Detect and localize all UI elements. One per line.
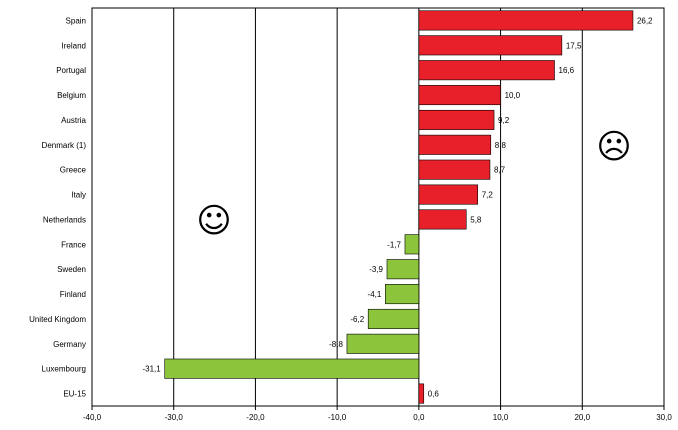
bar bbox=[164, 358, 420, 379]
category-label: EU-15 bbox=[63, 390, 86, 399]
x-axis: -40,0 -30,0 -20,0 -10,0 0,0 10,0 20,0 30,0 bbox=[83, 406, 672, 422]
x-tick-label: -30,0 bbox=[165, 413, 184, 422]
bar bbox=[386, 259, 420, 280]
bar bbox=[418, 134, 492, 155]
bar bbox=[418, 35, 563, 56]
value-label: -3,9 bbox=[369, 265, 383, 274]
value-label: 8,7 bbox=[494, 166, 506, 175]
category-label: Germany bbox=[53, 340, 86, 349]
bars bbox=[164, 10, 634, 404]
sad-face-icon: ☹ bbox=[596, 127, 631, 167]
value-label: 5,8 bbox=[470, 215, 482, 224]
bar bbox=[418, 383, 425, 404]
category-label: Ireland bbox=[62, 41, 86, 50]
bar bbox=[418, 10, 634, 31]
value-label: -6,2 bbox=[350, 315, 364, 324]
bar bbox=[404, 234, 420, 255]
category-label: Luxembourg bbox=[42, 365, 86, 374]
x-tick-label: 30,0 bbox=[656, 413, 672, 422]
value-label: 16,6 bbox=[559, 66, 575, 75]
bar bbox=[418, 159, 491, 180]
bar bbox=[418, 109, 495, 130]
category-label: Belgium bbox=[57, 91, 86, 100]
bar bbox=[418, 60, 555, 81]
category-label: United Kingdom bbox=[29, 315, 86, 324]
value-label: 26,2 bbox=[637, 16, 653, 25]
bar bbox=[367, 308, 420, 329]
x-tick-label: -10,0 bbox=[328, 413, 347, 422]
category-labels: Spain Ireland Portugal Belgium Austria Denmar… bbox=[29, 16, 86, 398]
category-label: Portugal bbox=[56, 66, 86, 75]
category-label: Finland bbox=[60, 290, 86, 299]
value-label: -31,1 bbox=[142, 365, 161, 374]
value-label: 7,2 bbox=[482, 191, 494, 200]
value-label: 10,0 bbox=[505, 91, 521, 100]
category-label: Spain bbox=[66, 16, 86, 25]
category-label: Denmark (1) bbox=[42, 141, 87, 150]
category-label: France bbox=[61, 240, 86, 249]
category-label: Italy bbox=[71, 191, 86, 200]
category-label: Greece bbox=[60, 166, 87, 175]
x-tick-label: 20,0 bbox=[574, 413, 590, 422]
value-label: -8,8 bbox=[329, 340, 343, 349]
bar bbox=[418, 85, 501, 106]
bar bbox=[385, 284, 420, 305]
category-label: Austria bbox=[61, 116, 86, 125]
category-label: Sweden bbox=[57, 265, 86, 274]
value-label: -1,7 bbox=[387, 240, 401, 249]
value-label: 0,6 bbox=[428, 390, 440, 399]
value-label: -4,1 bbox=[368, 290, 382, 299]
x-tick-label: -20,0 bbox=[246, 413, 265, 422]
bar bbox=[418, 184, 478, 205]
bar bbox=[346, 333, 420, 354]
bar bbox=[418, 209, 467, 230]
category-label: Netherlands bbox=[43, 215, 86, 224]
happy-face-icon: ☺ bbox=[196, 201, 231, 241]
x-tick-label: -40,0 bbox=[83, 413, 102, 422]
value-label: 9,2 bbox=[498, 116, 510, 125]
x-tick-label: 10,0 bbox=[493, 413, 509, 422]
value-label: 17,5 bbox=[566, 41, 582, 50]
value-labels: 26,2 17,5 16,6 10,0 9,2 8,8 8,7 7,2 5,8 -1,7 -3,9 -… bbox=[142, 16, 653, 398]
value-label: 8,8 bbox=[495, 141, 507, 150]
x-tick-label: 0,0 bbox=[413, 413, 425, 422]
